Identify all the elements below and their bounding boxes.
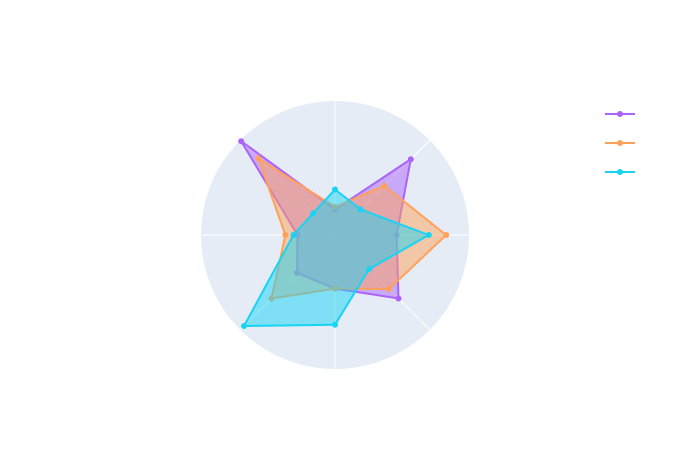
legend-marker	[617, 169, 623, 175]
legend-marker	[617, 140, 623, 146]
data-point	[386, 286, 393, 293]
data-point	[310, 210, 317, 217]
data-point	[241, 322, 248, 329]
data-point	[282, 232, 289, 238]
data-point	[407, 156, 414, 163]
data-point	[332, 186, 338, 193]
data-point	[395, 295, 402, 302]
data-point	[443, 232, 450, 238]
data-point	[332, 321, 338, 328]
data-point	[425, 232, 432, 238]
legend	[605, 111, 635, 175]
data-point	[290, 232, 297, 238]
data-point	[357, 206, 364, 213]
data-point	[381, 182, 388, 189]
legend-marker	[617, 111, 623, 117]
data-point	[255, 155, 262, 162]
plot-area	[238, 138, 450, 329]
data-point	[238, 138, 245, 145]
data-point	[366, 266, 373, 273]
